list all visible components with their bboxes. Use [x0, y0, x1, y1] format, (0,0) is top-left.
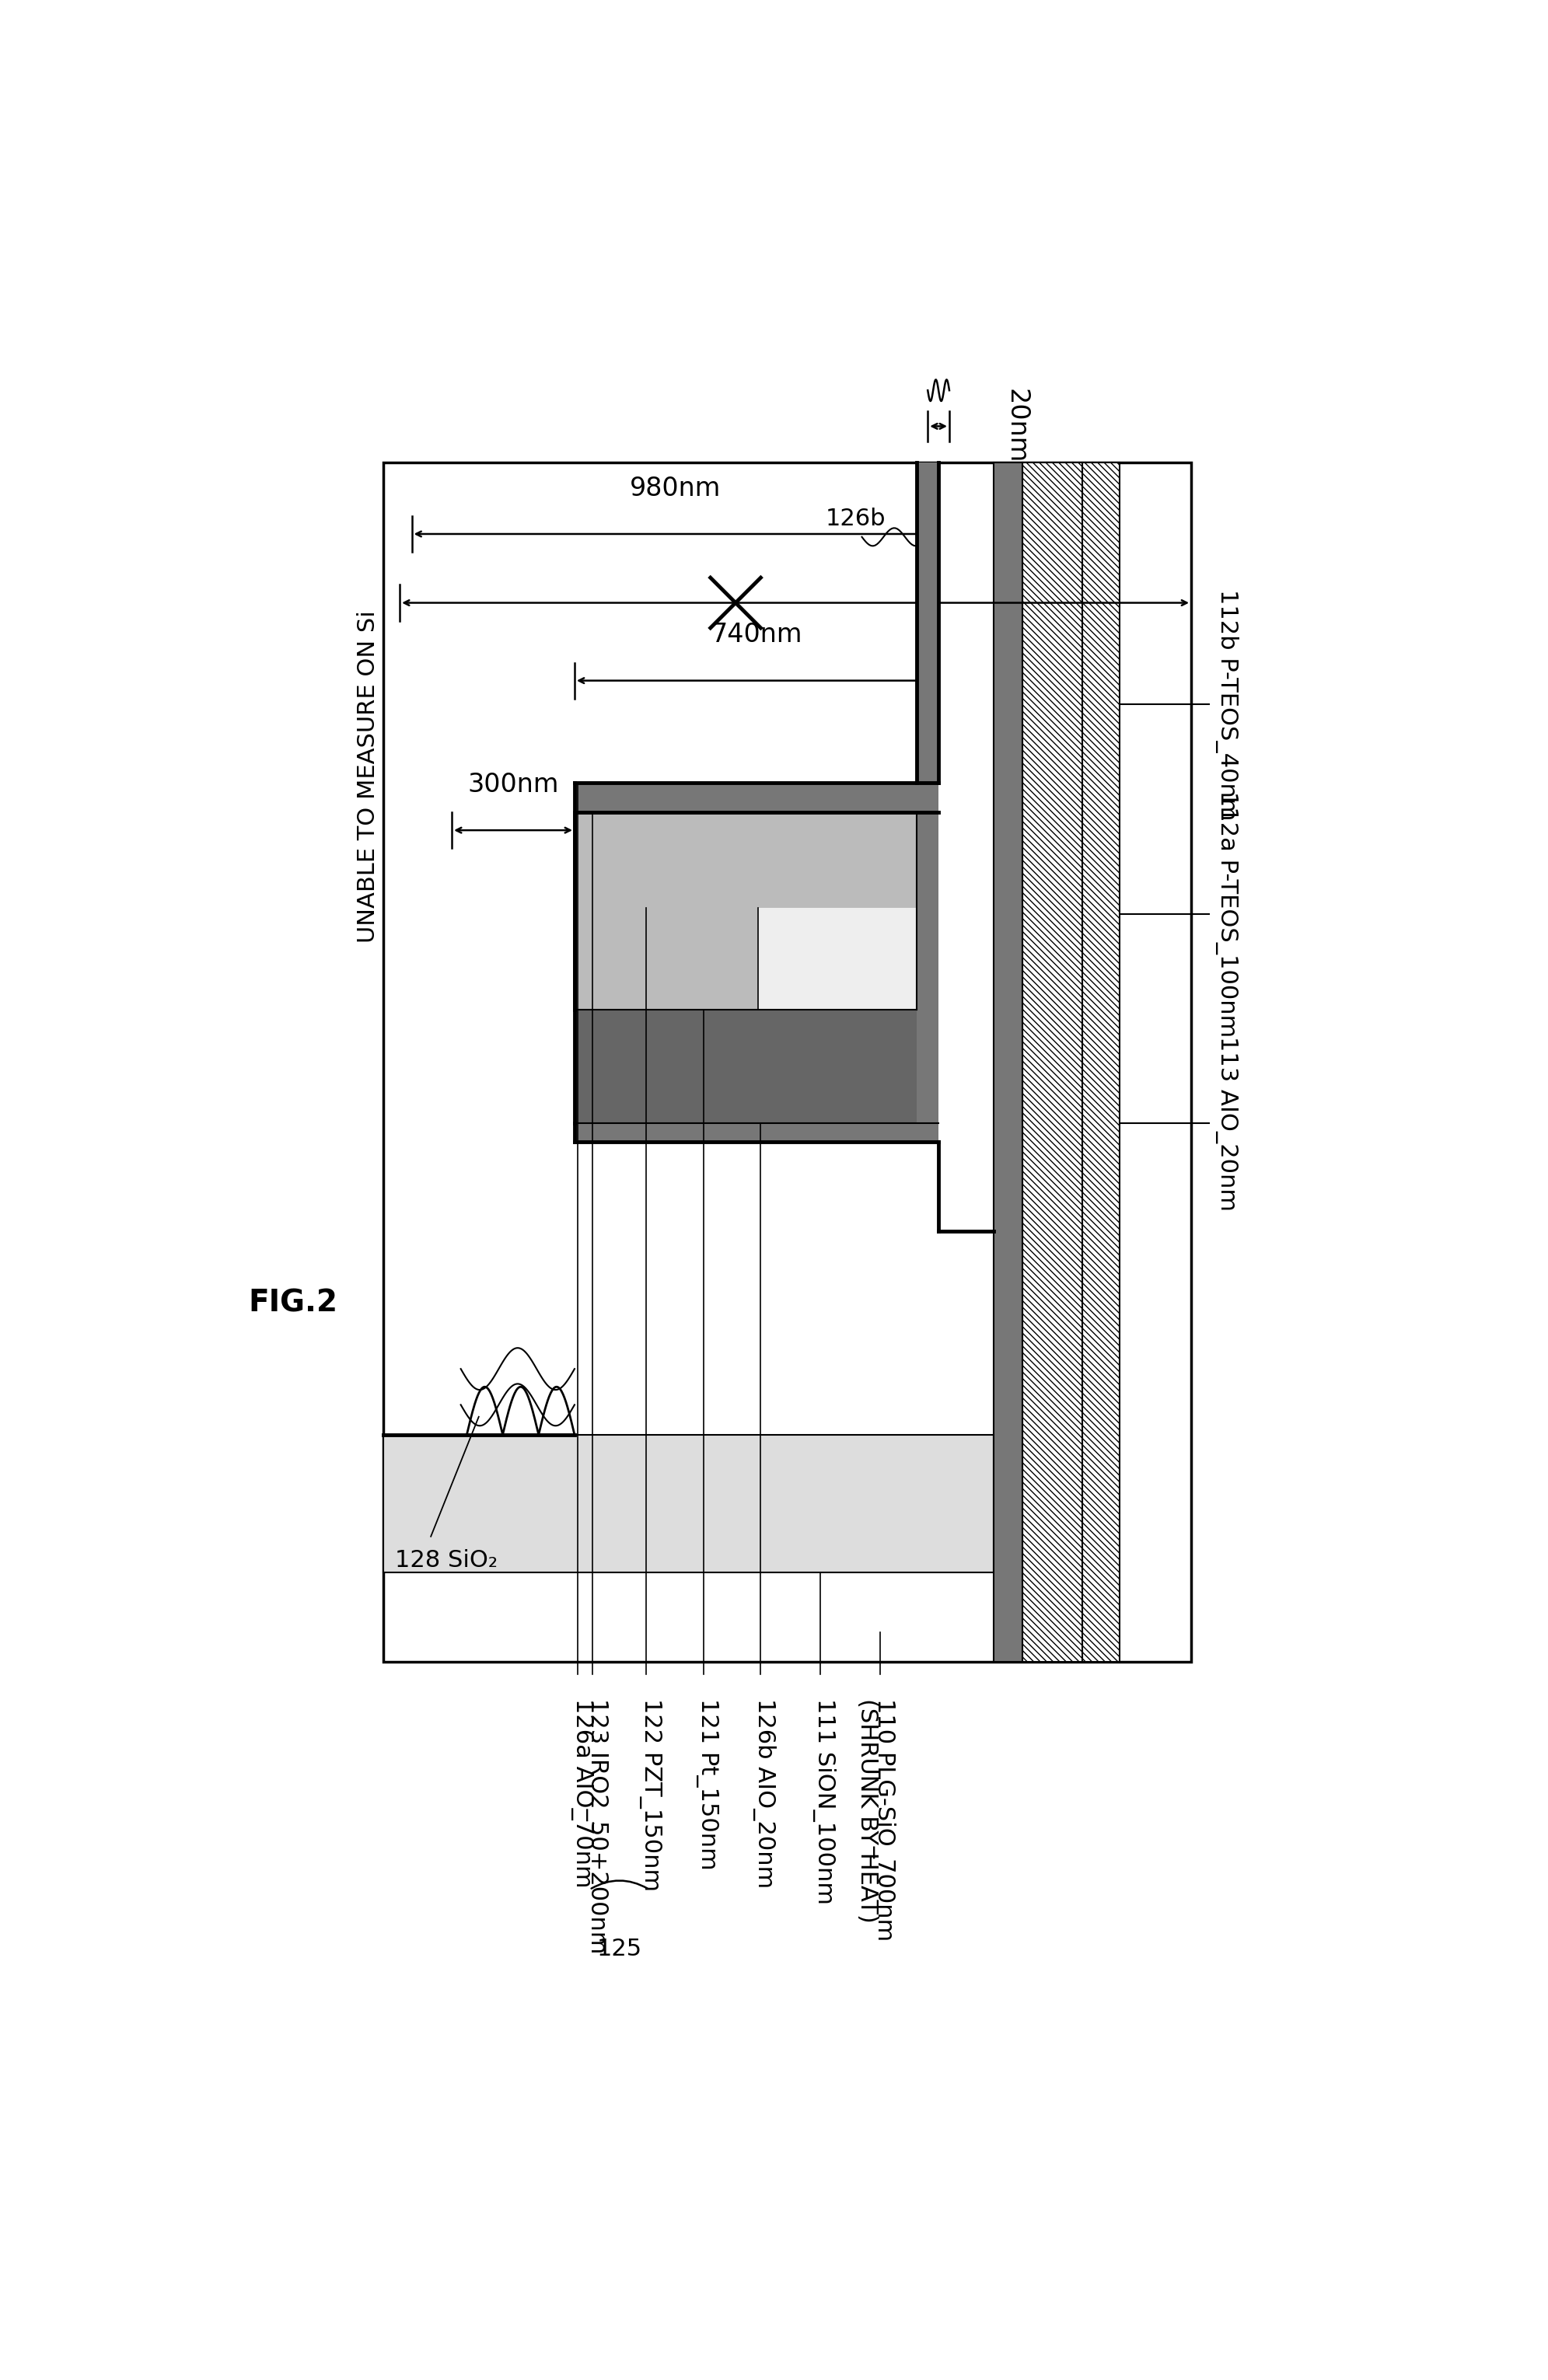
- Text: 111 SiON_100nm: 111 SiON_100nm: [813, 1697, 836, 1904]
- Bar: [574, 1123, 938, 1142]
- Bar: [382, 1435, 994, 1573]
- Text: 125: 125: [598, 1937, 642, 1961]
- Bar: [574, 1009, 916, 1123]
- Bar: [1082, 462, 1119, 1661]
- Text: 126b AIO_20nm: 126b AIO_20nm: [752, 1697, 776, 1887]
- Text: 112a P-TEOS_100nm: 112a P-TEOS_100nm: [1215, 790, 1238, 1038]
- Text: 20nm: 20nm: [1003, 388, 1029, 464]
- Bar: [574, 812, 916, 1009]
- Text: 570nm: 570nm: [709, 804, 800, 831]
- Bar: [382, 462, 1190, 1661]
- Text: 128 SiO₂: 128 SiO₂: [395, 1549, 497, 1571]
- Text: 740nm: 740nm: [711, 621, 802, 647]
- Text: 121 Pt_150nm: 121 Pt_150nm: [697, 1697, 718, 1871]
- Bar: [994, 462, 1022, 1661]
- Text: 126a AIO_70nm: 126a AIO_70nm: [570, 1697, 593, 1887]
- Text: 122 PZT_150nm: 122 PZT_150nm: [639, 1697, 661, 1892]
- Text: FIG.2: FIG.2: [248, 1288, 337, 1319]
- Bar: [574, 783, 938, 812]
- Bar: [1022, 462, 1082, 1661]
- Text: 110 PLG-SiO_700nm: 110 PLG-SiO_700nm: [873, 1697, 896, 1940]
- Text: UNABLE TO MEASURE ON Si: UNABLE TO MEASURE ON Si: [356, 612, 379, 942]
- Text: 300nm: 300nm: [467, 771, 559, 797]
- Text: 123 IRO2_50+200nm: 123 IRO2_50+200nm: [585, 1697, 608, 1954]
- Text: (SHRUNK BY HEAT): (SHRUNK BY HEAT): [856, 1697, 878, 1923]
- Text: 126b: 126b: [825, 507, 885, 531]
- Text: 113 AIO_20nm: 113 AIO_20nm: [1215, 1035, 1238, 1211]
- Text: 112b P-TEOS_40nm: 112b P-TEOS_40nm: [1215, 588, 1238, 821]
- Bar: [757, 909, 916, 1009]
- Text: 980nm: 980nm: [630, 476, 721, 502]
- Bar: [916, 462, 938, 1142]
